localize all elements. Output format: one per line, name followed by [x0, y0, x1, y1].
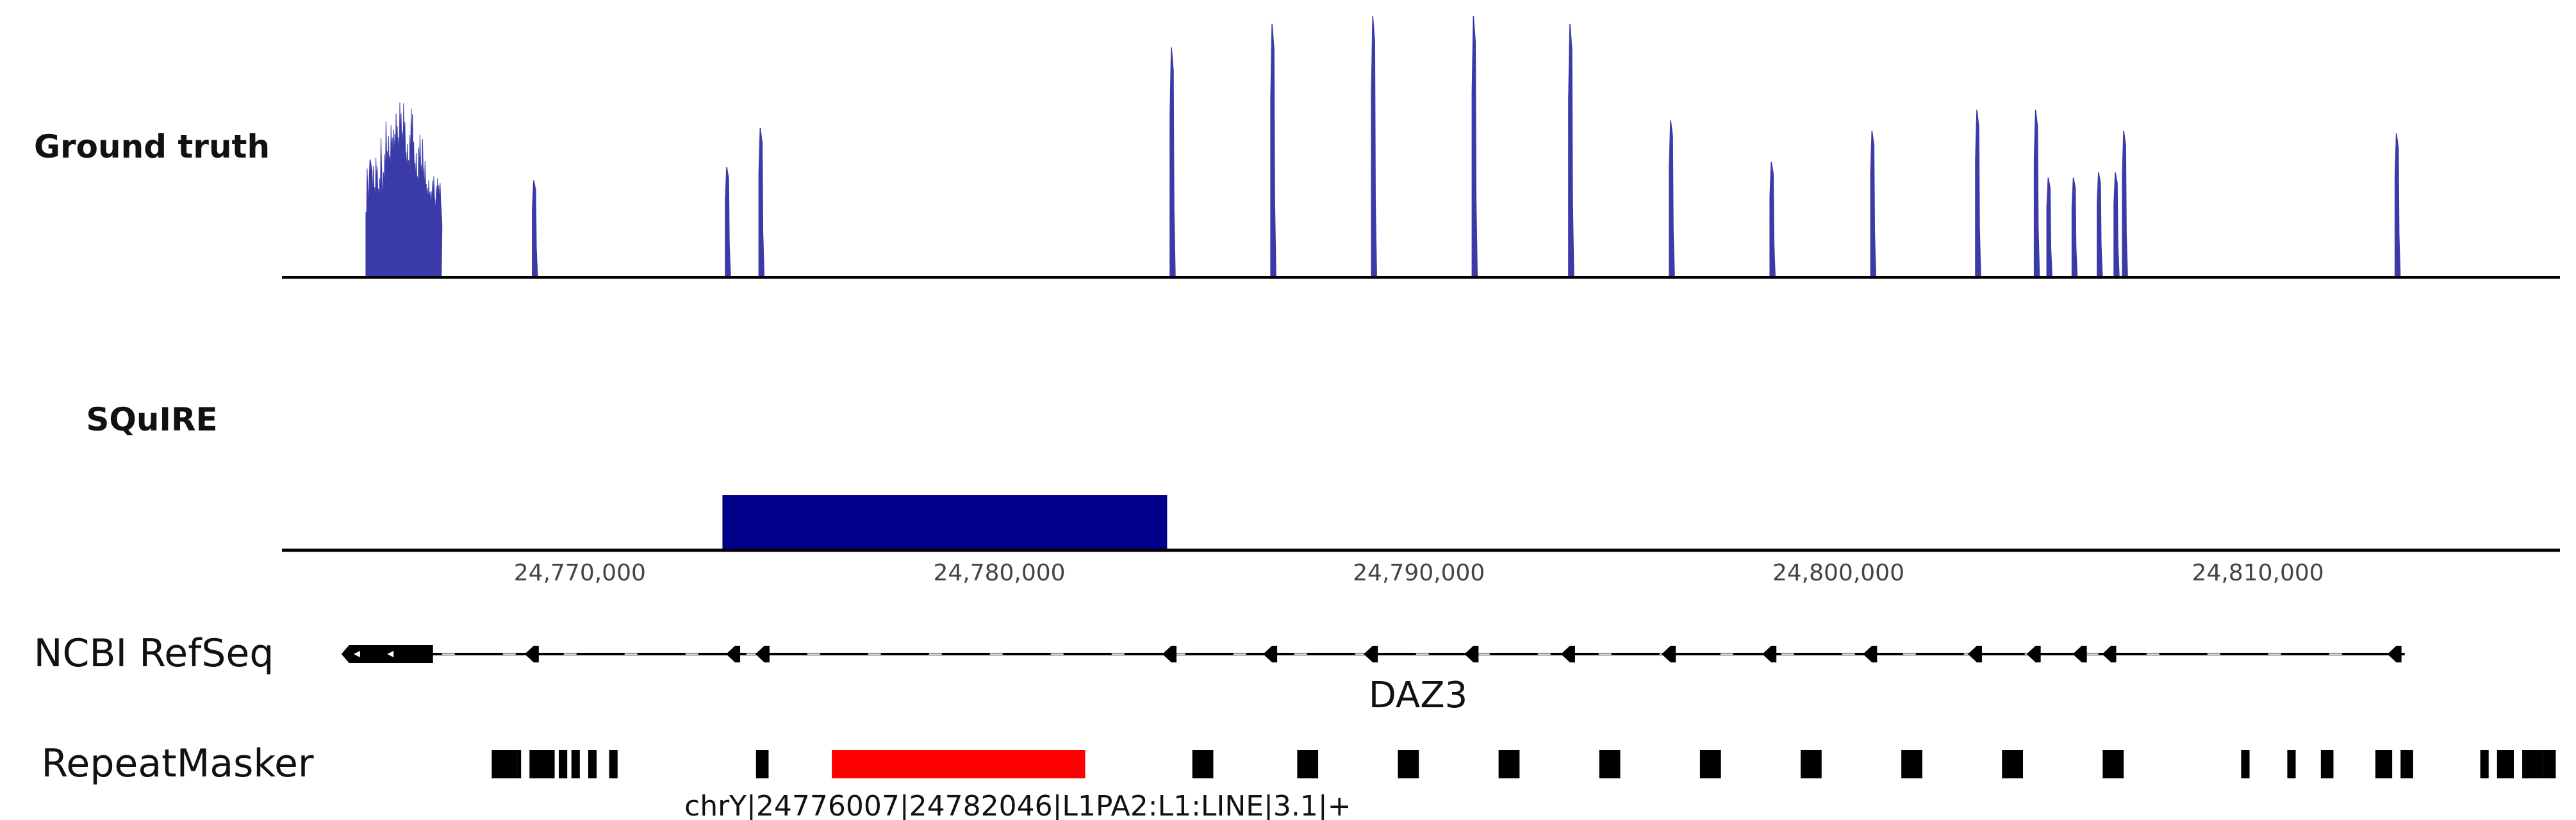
repeat-element [2480, 750, 2489, 778]
coverage-peak [1568, 24, 1574, 277]
gene-exon [524, 646, 539, 662]
coverage-peak [2122, 130, 2128, 277]
gene-exon [1560, 646, 1575, 662]
axis-tick-label: 24,790,000 [1353, 560, 1485, 586]
coverage-peak [2097, 172, 2103, 277]
repeat-element [550, 750, 555, 778]
squire-track-label: SQuIRE [86, 401, 217, 438]
axis-tick-label: 24,800,000 [1772, 560, 1904, 586]
repeat-element [2522, 750, 2543, 778]
gene-exon [1464, 646, 1479, 662]
gene-exon [2387, 646, 2402, 662]
squire-interval-bar [722, 495, 1168, 549]
gene-exon [2072, 646, 2087, 662]
repeat-element [571, 750, 580, 778]
coverage-peak [758, 127, 765, 277]
coverage-peak [2113, 172, 2120, 277]
repeat-element [1297, 750, 1319, 778]
gene-exon [755, 646, 770, 662]
repeat-element [1192, 750, 1214, 778]
gene-exon [1967, 646, 1982, 662]
repeat-element [2241, 750, 2250, 778]
repeat-element [609, 750, 618, 778]
coverage-peak [1870, 130, 1877, 277]
coverage-cluster [365, 102, 443, 277]
repeat-element [2002, 750, 2023, 778]
gene-exon [1662, 646, 1676, 662]
gene-exon [2102, 646, 2117, 662]
gene-exon [2026, 646, 2041, 662]
genomic-axis: 24,770,000 24,780,000 24,790,000 24,800,… [514, 560, 2324, 586]
repeat-element [1901, 750, 1922, 778]
repeat-element [516, 750, 522, 778]
strand-arrow [387, 651, 394, 657]
coverage-peak [725, 167, 731, 277]
coverage-peak [1975, 110, 1981, 277]
gene-name-label: DAZ3 [1369, 675, 1467, 716]
gene-exon [726, 646, 741, 662]
gene-exon [1162, 646, 1177, 662]
repeat-element [559, 750, 568, 778]
repeatmasker-elements [491, 750, 2556, 778]
repeatmasker-highlight-label: chrY|24776007|24782046|L1PA2:L1:LINE|3.1… [684, 790, 1351, 820]
coverage-peak [1669, 120, 1675, 277]
coverage-peak [532, 180, 538, 277]
repeat-element [529, 750, 551, 778]
coverage-peak [1471, 15, 1478, 277]
gene-exon [1762, 646, 1777, 662]
repeat-element [1398, 750, 1419, 778]
repeat-element [1498, 750, 1520, 778]
repeat-element [755, 750, 769, 778]
axis-tick-label: 24,810,000 [2192, 560, 2324, 586]
gene-exon [1863, 646, 1878, 662]
repeat-element [2497, 750, 2514, 778]
coverage-peak [2033, 110, 2040, 277]
repeatmasker-track-label: RepeatMasker [41, 741, 314, 786]
strand-arrow [341, 645, 349, 663]
strand-arrow [353, 651, 360, 657]
gene-exon [1263, 646, 1278, 662]
repeat-element [2287, 750, 2296, 778]
repeat-element [2400, 750, 2413, 778]
repeat-element-highlighted [832, 750, 1086, 778]
refseq-track-label: NCBI RefSeq [34, 631, 274, 676]
repeat-element [1801, 750, 1822, 778]
repeat-element [491, 750, 517, 778]
repeat-element [2102, 750, 2124, 778]
gene-exon [1364, 646, 1378, 662]
refseq-gene-model [341, 645, 2405, 663]
repeat-element [2320, 750, 2334, 778]
squire-intervals [722, 495, 1168, 549]
coverage-peak [2046, 177, 2053, 277]
coverage-peak [2394, 133, 2401, 277]
coverage-peak [2071, 177, 2078, 277]
repeat-element [2375, 750, 2393, 778]
repeat-element [588, 750, 597, 778]
repeat-element [1699, 750, 1721, 778]
coverage-peak [1769, 161, 1776, 277]
coverage-peak [1270, 24, 1276, 277]
axis-tick-label: 24,780,000 [933, 560, 1065, 586]
repeat-element [1599, 750, 1621, 778]
coverage-peak [1169, 47, 1176, 277]
ground-truth-track-label: Ground truth [34, 128, 270, 165]
coverage-peak [1371, 15, 1377, 277]
ground-truth-coverage [365, 15, 2401, 277]
axis-tick-label: 24,770,000 [514, 560, 646, 586]
repeat-element [2543, 750, 2556, 778]
